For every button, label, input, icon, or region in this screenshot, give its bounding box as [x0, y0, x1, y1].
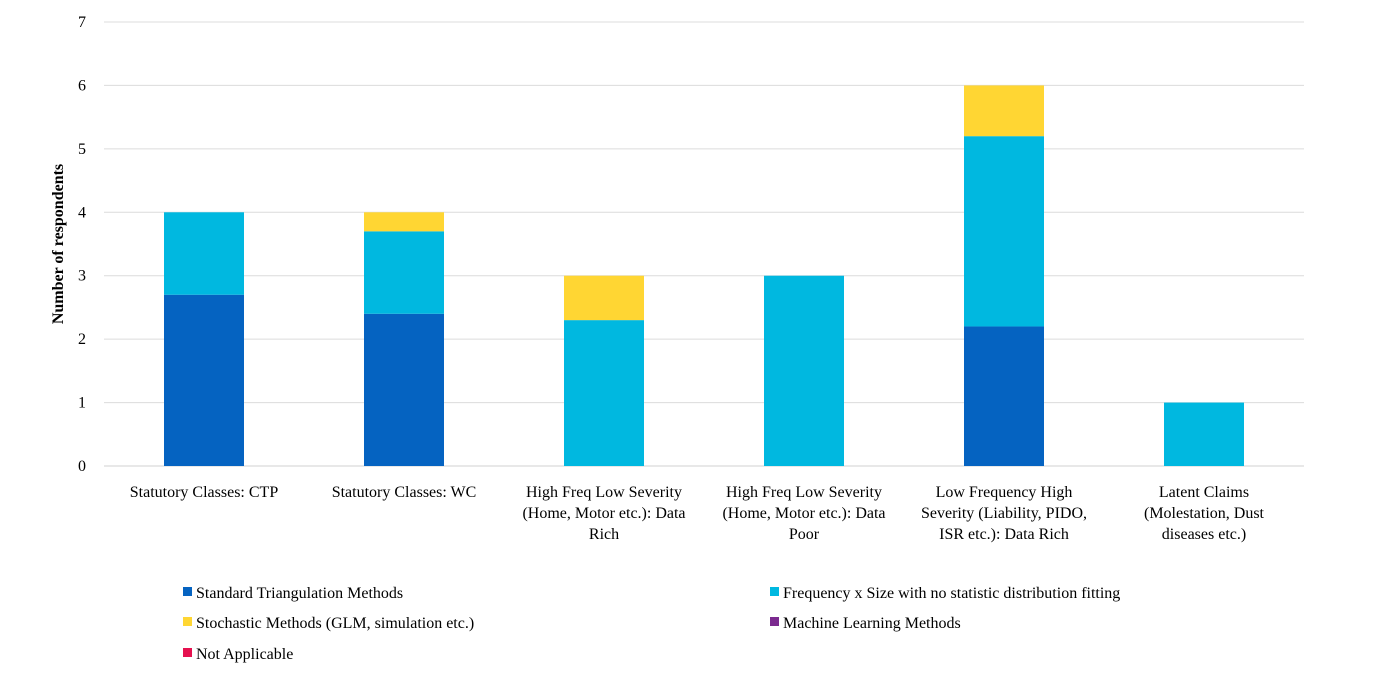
- legend: Standard Triangulation Methods Frequency …: [183, 585, 1120, 663]
- y-tick-label: 6: [78, 77, 86, 94]
- bar-segment: [364, 231, 444, 314]
- legend-swatch: [183, 617, 192, 626]
- legend-label: Frequency x Size with no statistic distr…: [783, 585, 1120, 602]
- x-category-label: Low Frequency High Severity (Liability, P…: [921, 484, 1087, 543]
- legend-swatch: [183, 648, 192, 657]
- legend-label: Stochastic Methods (GLM, simulation etc.…: [196, 615, 474, 632]
- bar-segment: [364, 313, 444, 466]
- bar-segment: [964, 85, 1044, 137]
- gridlines: [104, 21, 1304, 467]
- x-axis-category-labels: Statutory Classes: CTP Statutory Classes:…: [130, 484, 1265, 543]
- bar-segment: [964, 326, 1044, 466]
- x-category-label: High Freq Low Severity (Home, Motor etc.)…: [522, 484, 685, 543]
- y-tick-label: 7: [78, 14, 86, 31]
- y-tick-label: 0: [78, 458, 86, 475]
- legend-label: Machine Learning Methods: [783, 615, 961, 632]
- y-tick-label: 5: [78, 141, 86, 158]
- y-axis-title: Number of respondents: [50, 164, 67, 324]
- bar-segment: [764, 275, 844, 466]
- legend-label: Standard Triangulation Methods: [196, 585, 403, 602]
- bar-segment: [964, 136, 1044, 327]
- legend-swatch: [770, 587, 779, 596]
- bar-segment: [1164, 402, 1244, 466]
- y-axis-ticks: 0 1 2 3 4 5 6 7: [78, 14, 86, 475]
- x-category-label: Statutory Classes: WC: [332, 484, 477, 501]
- bar-segment: [564, 320, 644, 466]
- y-tick-label: 3: [78, 268, 86, 285]
- x-category-label: Statutory Classes: CTP: [130, 484, 279, 501]
- y-tick-label: 1: [78, 395, 86, 412]
- legend-label: Not Applicable: [196, 646, 293, 663]
- legend-swatch: [183, 587, 192, 596]
- bars: [164, 85, 1244, 466]
- y-tick-label: 4: [78, 204, 86, 221]
- bar-segment: [364, 212, 444, 232]
- y-tick-label: 2: [78, 331, 86, 348]
- legend-swatch: [770, 617, 779, 626]
- bar-segment: [564, 275, 644, 321]
- x-category-label: High Freq Low Severity (Home, Motor etc.)…: [722, 484, 885, 543]
- x-category-label: Latent Claims (Molestation, Dust diseases …: [1144, 484, 1265, 543]
- bar-segment: [164, 294, 244, 466]
- bar-segment: [164, 212, 244, 295]
